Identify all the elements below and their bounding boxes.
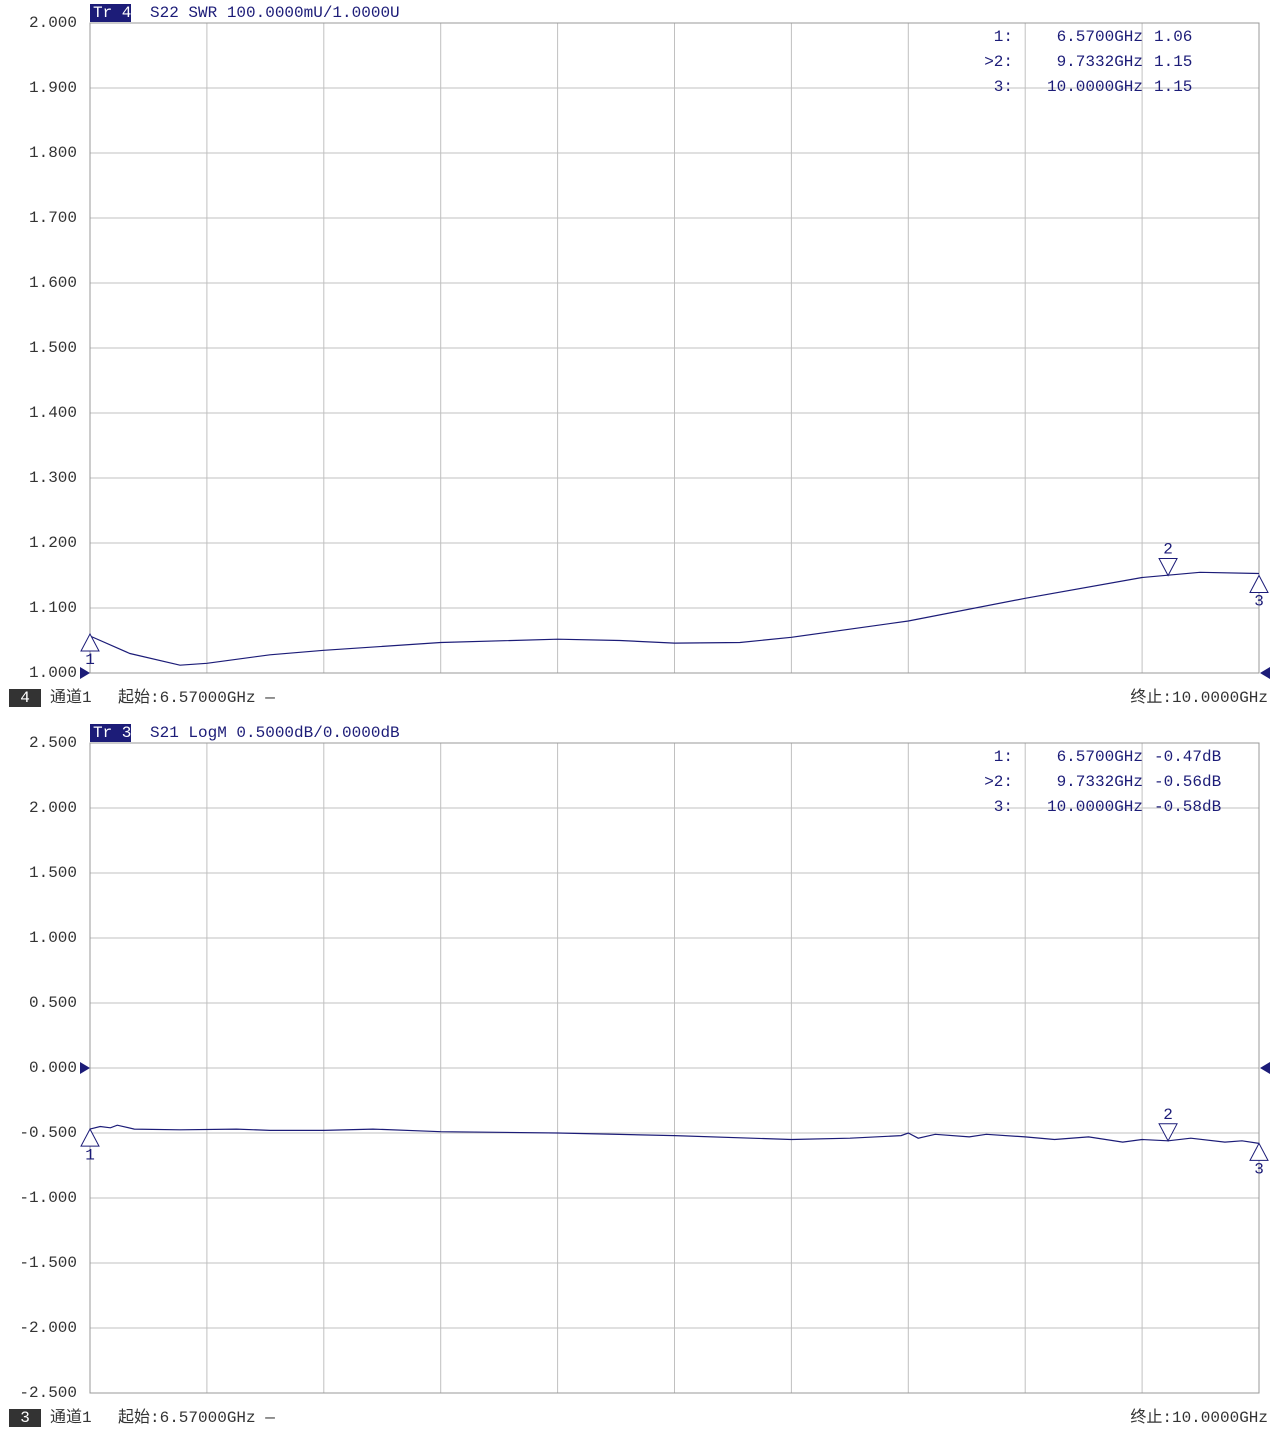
marker-id: 2 bbox=[1163, 1106, 1173, 1124]
marker bbox=[1158, 1123, 1178, 1142]
y-tick-label: 1.500 bbox=[29, 864, 77, 882]
trace-num: 4 bbox=[20, 689, 30, 707]
marker-value: 1.15 bbox=[1154, 53, 1192, 71]
marker-value: 1.06 bbox=[1154, 28, 1192, 46]
marker-name: 1: bbox=[994, 28, 1013, 46]
marker bbox=[80, 1128, 100, 1147]
marker-value: -0.47dB bbox=[1154, 748, 1221, 766]
trace-tag: Tr 3 bbox=[93, 724, 131, 742]
marker-id: 1 bbox=[85, 1146, 95, 1164]
marker bbox=[1249, 1142, 1269, 1161]
start-freq: 起始:6.57000GHz — bbox=[118, 1408, 275, 1427]
y-tick-label: 2.000 bbox=[29, 14, 77, 32]
marker-name: 3: bbox=[994, 78, 1013, 96]
marker-freq: 9.7332GHz bbox=[1057, 773, 1143, 791]
y-tick-label: 1.500 bbox=[29, 339, 77, 357]
y-tick-label: 0.000 bbox=[29, 1059, 77, 1077]
y-tick-label: 1.400 bbox=[29, 404, 77, 422]
plot-frame bbox=[89, 22, 1260, 674]
marker-id: 3 bbox=[1254, 593, 1264, 611]
y-tick-label: 0.500 bbox=[29, 994, 77, 1012]
marker-value: -0.58dB bbox=[1154, 798, 1221, 816]
marker-id: 3 bbox=[1254, 1161, 1264, 1179]
ref-marker-right bbox=[1260, 667, 1270, 679]
y-tick-label: -2.500 bbox=[19, 1384, 77, 1402]
y-tick-label: 2.500 bbox=[29, 734, 77, 752]
y-tick-label: 1.000 bbox=[29, 664, 77, 682]
marker-freq: 10.0000GHz bbox=[1047, 78, 1143, 96]
trace-tag-box bbox=[90, 4, 131, 22]
trace bbox=[89, 1124, 1260, 1144]
trace bbox=[89, 571, 1260, 666]
marker-freq: 9.7332GHz bbox=[1057, 53, 1143, 71]
marker-name: >2: bbox=[984, 773, 1013, 791]
y-tick-label: 1.600 bbox=[29, 274, 77, 292]
ref-marker-left bbox=[80, 667, 90, 679]
marker-freq: 10.0000GHz bbox=[1047, 798, 1143, 816]
marker-id: 1 bbox=[85, 651, 95, 669]
marker bbox=[1158, 558, 1178, 577]
y-tick-label: -2.000 bbox=[19, 1319, 77, 1337]
channel: 通道1 bbox=[50, 1408, 92, 1427]
start-freq: 起始:6.57000GHz — bbox=[118, 688, 275, 707]
ref-marker-left bbox=[80, 1062, 90, 1074]
marker bbox=[80, 632, 100, 652]
trace-num: 3 bbox=[20, 1409, 30, 1427]
trace-num-box bbox=[9, 1409, 41, 1427]
y-tick-label: 1.200 bbox=[29, 534, 77, 552]
y-tick-label: -1.000 bbox=[19, 1189, 77, 1207]
y-tick-label: 2.000 bbox=[29, 799, 77, 817]
y-tick-label: 1.300 bbox=[29, 469, 77, 487]
y-tick-label: 1.900 bbox=[29, 79, 77, 97]
stop-freq: 终止:10.0000GHz bbox=[1130, 688, 1268, 707]
stop-freq: 终止:10.0000GHz bbox=[1130, 1408, 1268, 1427]
y-tick-label: -1.500 bbox=[19, 1254, 77, 1272]
marker-name: >2: bbox=[984, 53, 1013, 71]
marker-id: 2 bbox=[1163, 541, 1173, 559]
trace-info: S22 SWR 100.0000mU/1.0000U bbox=[150, 4, 400, 22]
trace-tag: Tr 4 bbox=[93, 4, 131, 22]
marker-name: 3: bbox=[994, 798, 1013, 816]
ref-marker-right bbox=[1260, 1062, 1270, 1074]
trace-tag-box bbox=[90, 724, 131, 742]
y-tick-label: -0.500 bbox=[19, 1124, 77, 1142]
y-tick-label: 1.000 bbox=[29, 929, 77, 947]
y-tick-label: 1.100 bbox=[29, 599, 77, 617]
marker-value: 1.15 bbox=[1154, 78, 1192, 96]
marker bbox=[1249, 574, 1269, 593]
marker-value: -0.56dB bbox=[1154, 773, 1221, 791]
marker-name: 1: bbox=[994, 748, 1013, 766]
y-tick-label: 1.800 bbox=[29, 144, 77, 162]
trace-info: S21 LogM 0.5000dB/0.0000dB bbox=[150, 724, 400, 742]
y-tick-label: 1.700 bbox=[29, 209, 77, 227]
channel: 通道1 bbox=[50, 688, 92, 707]
marker-freq: 6.5700GHz bbox=[1057, 28, 1143, 46]
trace-num-box bbox=[9, 689, 41, 707]
marker-freq: 6.5700GHz bbox=[1057, 748, 1143, 766]
